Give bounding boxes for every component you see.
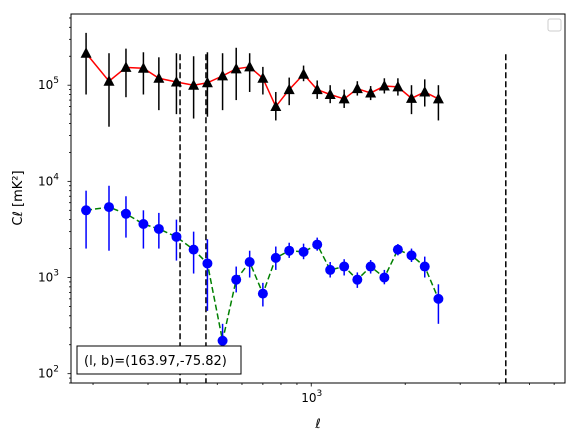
series-0-point [217,69,229,81]
series-1-point [379,272,390,283]
series-0-point [103,75,115,86]
series-1-point [270,252,281,263]
series-1-point [120,208,131,219]
series-0-point [257,72,269,83]
series-1-point [339,261,350,272]
series-0-point [201,76,213,88]
series-0-point [405,92,417,103]
series-1-point [202,258,213,269]
annotation-box: (l, b)=(163.97,-75.82) [76,345,242,375]
x-axis-label: ℓ [314,417,320,432]
y-axis-label: Cℓ [mK²] [11,170,26,225]
series-1-point [231,274,242,285]
series-0-point [365,86,377,98]
series-0-point [80,47,92,58]
y-tick-label: 104 [38,172,59,188]
series-1-point [325,264,336,275]
series-0-point [311,83,323,95]
data-markers [80,47,444,346]
vertical-reference-lines [179,54,507,383]
series-1-point [81,205,92,216]
series-0-point [270,100,282,112]
series-0-point [432,92,444,104]
series-0-point [324,88,336,100]
series-1-point [433,293,444,304]
series-0-point [244,60,256,72]
series-0-point [188,79,200,90]
y-tick-label: 105 [38,76,59,92]
x-tick-label: 103 [301,389,322,405]
series-0-point [298,68,310,79]
annotation-text: (l, b)=(163.97,-75.82) [84,354,227,369]
series-0-point [351,82,363,94]
series-1-point [365,261,376,272]
series-1-point [104,202,115,213]
series-0-point [120,61,132,72]
series-1-point [298,246,309,257]
series-0-point [392,80,404,92]
series-1-point [406,250,417,261]
legend-box [547,18,562,32]
series-1-point [188,244,199,255]
series-0-point [338,92,350,104]
series-0-point [419,85,431,97]
series-1-point [257,288,268,299]
series-0-point [230,62,242,74]
plot-frame [70,13,566,384]
series-1-point [419,261,430,272]
y-tick-label: 103 [38,269,59,285]
series-0-point [153,72,165,83]
series-1-point [138,219,149,230]
series-1-point [171,231,182,242]
series-0-point [283,83,295,95]
series-1-point [352,274,363,285]
series-1-point [392,244,403,255]
legend [547,18,562,32]
series-1-point [153,223,164,234]
series-0-point [378,80,390,91]
y-tick-label: 102 [38,365,59,381]
series-1-point [312,239,323,250]
series-0-point [137,62,149,73]
series-0-point [170,75,182,87]
series-1-point [284,245,295,256]
series-1-point [244,257,255,268]
series-1-point [217,335,228,346]
